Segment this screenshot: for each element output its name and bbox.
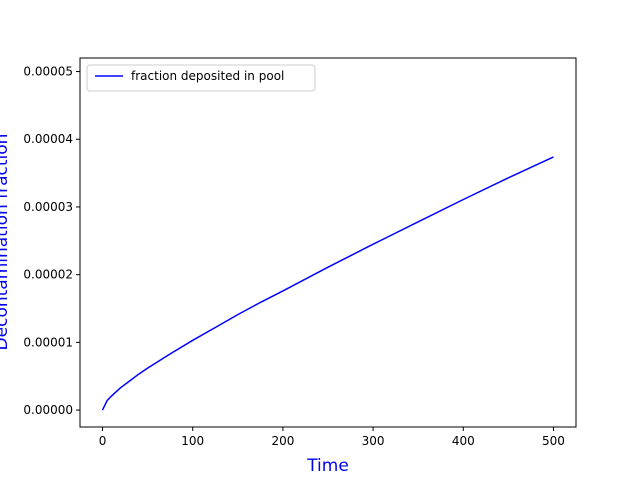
- x-tick-label: 100: [181, 434, 204, 448]
- y-tick-label: 0.00002: [23, 268, 73, 282]
- legend-label: fraction deposited in pool: [131, 69, 284, 83]
- y-axis-ticks: 0.00000 0.00001 0.00002 0.00003 0.00004 0.000…: [23, 65, 80, 417]
- y-tick-label: 0.00005: [23, 65, 73, 79]
- y-tick-label: 0.00001: [23, 335, 73, 349]
- plot-area: [79, 57, 577, 428]
- x-axis-ticks: 0 100 200 300 400 500: [99, 427, 565, 448]
- x-axis-title: Time: [306, 456, 349, 476]
- x-tick-label: 400: [452, 434, 475, 448]
- y-tick-label: 0.00000: [23, 403, 73, 417]
- legend-box: [86, 64, 316, 92]
- legend: fraction deposited in pool: [86, 64, 316, 92]
- y-axis-title: Decontamination fraction: [0, 134, 12, 351]
- series-line-fraction-deposited: [101, 156, 554, 411]
- x-tick-label: 500: [542, 434, 565, 448]
- y-tick-label: 0.00004: [23, 132, 73, 146]
- x-tick-label: 0: [99, 434, 107, 448]
- x-tick-label: 300: [362, 434, 385, 448]
- x-tick-label: 200: [271, 434, 294, 448]
- y-tick-label: 0.00003: [23, 200, 73, 214]
